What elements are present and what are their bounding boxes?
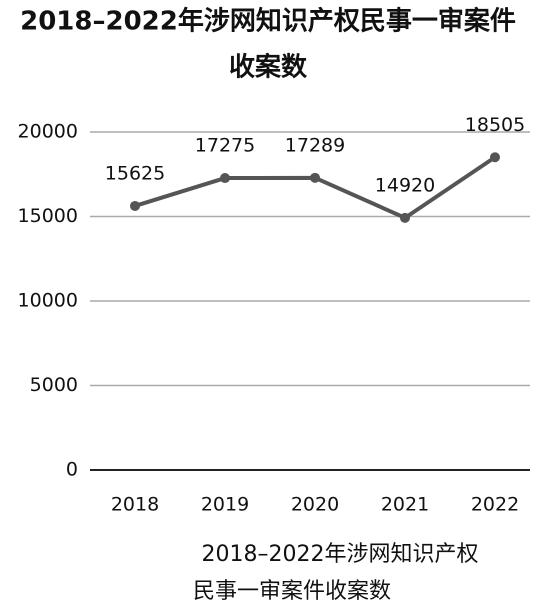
data-label: 17275 — [195, 135, 255, 157]
data-label: 14920 — [375, 174, 435, 196]
x-tick-label: 2021 — [381, 494, 429, 516]
point — [220, 173, 230, 184]
y-tick-label: 10000 — [18, 290, 78, 312]
point — [490, 152, 500, 163]
data-label: 18505 — [465, 114, 525, 136]
chart-title: 收案数 — [229, 52, 308, 83]
y-tick-label: 15000 — [18, 205, 78, 227]
y-tick-label: 0 — [66, 459, 78, 481]
x-tick-label: 2020 — [291, 494, 339, 516]
chart-title: 2018–2022年涉网知识产权民事一审案件 — [20, 6, 516, 37]
data-label: 15625 — [105, 162, 165, 184]
x-tick-label: 2019 — [201, 494, 249, 516]
point — [310, 172, 320, 183]
caption: 民事一审案件收案数 — [193, 579, 391, 604]
x-tick-label: 2018 — [111, 494, 159, 516]
point — [400, 212, 410, 223]
x-tick-label: 2022 — [471, 494, 519, 516]
y-tick-label: 5000 — [30, 374, 78, 396]
line — [134, 155, 497, 220]
y-tick-label: 20000 — [18, 121, 78, 143]
data-label: 17289 — [285, 134, 345, 156]
point — [130, 200, 140, 211]
caption: 2018–2022年涉网知识产权 — [202, 542, 479, 567]
